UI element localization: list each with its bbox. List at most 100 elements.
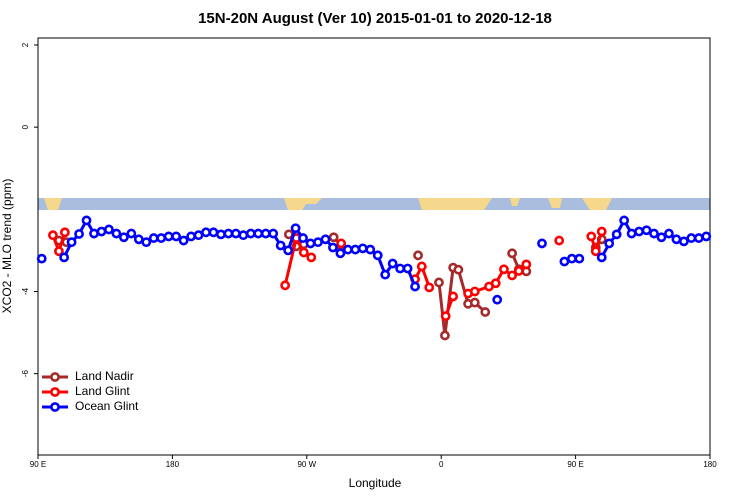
data-point: [649, 228, 659, 239]
data-point: [604, 238, 615, 249]
data-point: [634, 226, 644, 237]
data-point: [537, 238, 547, 249]
x-axis-label: Longitude: [349, 476, 402, 490]
data-point: [328, 242, 338, 253]
data-point: [320, 234, 331, 245]
data-point: [245, 228, 256, 239]
data-point: [641, 225, 652, 236]
data-point: [596, 252, 607, 263]
plot-frame: [37, 37, 711, 456]
data-point: [678, 236, 689, 247]
data-point: [66, 237, 77, 248]
data-point: [59, 227, 70, 238]
data-point: [507, 248, 518, 259]
data-point: [178, 235, 189, 246]
data-point: [280, 280, 291, 291]
y-axis-label: XCO2 - MLO trend (ppm): [0, 179, 14, 314]
data-point: [469, 286, 480, 297]
data-point: [89, 228, 99, 239]
data-point: [298, 233, 308, 243]
data-point: [163, 231, 174, 242]
data-point: [350, 244, 361, 255]
data-point: [186, 231, 196, 242]
data-point: [96, 226, 107, 237]
data-point: [416, 261, 427, 272]
data-point: [619, 215, 630, 226]
chart-title: 15N-20N August (Ver 10) 2015-01-01 to 20…: [198, 10, 552, 27]
data-point: [230, 228, 241, 239]
data-point: [357, 243, 368, 254]
data-point: [171, 231, 182, 242]
legend-label: Land Glint: [75, 384, 130, 398]
data-point: [313, 237, 323, 248]
data-point: [342, 244, 353, 255]
data-point: [59, 252, 70, 263]
map-strip: [38, 198, 710, 210]
x-tick-label: 0: [439, 460, 444, 469]
data-point: [193, 230, 204, 241]
y-tick-label: 0: [21, 124, 30, 129]
data-point: [298, 247, 309, 258]
data-point: [492, 294, 503, 305]
data-point: [611, 229, 622, 240]
data-point: [133, 234, 144, 245]
data-point: [283, 245, 294, 256]
legend-marker: [50, 387, 60, 397]
data-point: [335, 248, 346, 259]
data-point: [395, 263, 406, 274]
data-point: [521, 259, 532, 270]
data-point: [693, 233, 704, 243]
data-point: [81, 215, 92, 226]
legend-label: Land Nadir: [75, 369, 134, 383]
legend-marker: [50, 372, 60, 382]
data-point: [118, 232, 129, 243]
x-tick-label: 180: [166, 460, 180, 469]
data-point: [365, 244, 376, 255]
data-point: [566, 253, 577, 264]
data-point: [328, 232, 339, 243]
data-point: [656, 232, 667, 243]
data-point: [499, 264, 509, 275]
data-point: [268, 228, 279, 239]
x-tick-label: 90 W: [297, 460, 316, 469]
data-point: [305, 238, 316, 249]
data-point: [480, 307, 491, 317]
data-point: [490, 278, 501, 289]
data-point: [275, 240, 286, 251]
data-point: [410, 281, 420, 292]
data-point: [701, 231, 712, 242]
legend-marker: [50, 402, 60, 412]
data-point: [402, 263, 413, 274]
data-point: [208, 227, 219, 238]
data-point: [336, 238, 347, 249]
data-point: [554, 235, 565, 246]
data-point: [586, 231, 597, 242]
data-point: [36, 253, 47, 264]
data-point: [469, 297, 480, 308]
data-point: [126, 228, 137, 239]
data-point: [590, 246, 601, 257]
data-point: [453, 264, 464, 275]
y-tick-label: 2: [21, 42, 30, 47]
data-point: [513, 266, 524, 276]
data-point: [216, 229, 226, 240]
data-point: [671, 234, 682, 245]
data-point: [260, 228, 271, 239]
data-point: [238, 230, 249, 241]
data-point: [111, 228, 122, 239]
data-point: [48, 230, 58, 241]
data-point: [413, 250, 423, 261]
data-point: [290, 223, 301, 234]
y-tick-label: -4: [21, 287, 30, 295]
data-point: [626, 228, 637, 239]
data-point: [104, 224, 114, 235]
data-point: [596, 226, 607, 237]
data-point: [253, 228, 264, 239]
data-point: [387, 258, 398, 269]
data-point: [380, 269, 391, 280]
data-point: [574, 253, 585, 264]
y-tick-label: -6: [21, 370, 30, 378]
data-point: [440, 330, 450, 341]
x-tick-label: 90 E: [30, 460, 46, 469]
